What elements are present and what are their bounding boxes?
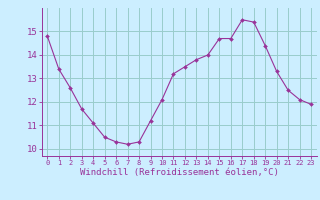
X-axis label: Windchill (Refroidissement éolien,°C): Windchill (Refroidissement éolien,°C) <box>80 168 279 177</box>
